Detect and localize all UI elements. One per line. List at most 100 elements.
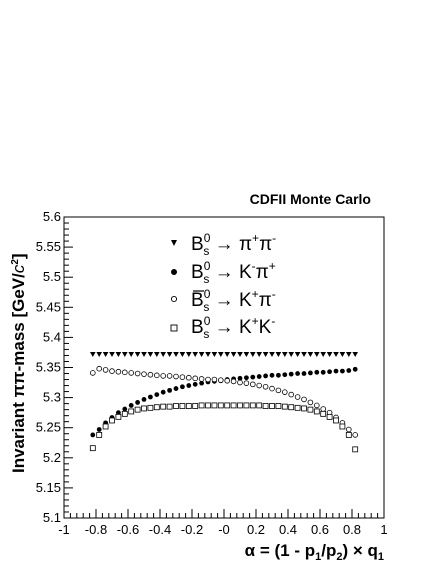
x-tick-label: -0.8 xyxy=(85,522,107,537)
data-point xyxy=(160,403,167,410)
data-point xyxy=(90,432,96,438)
data-point xyxy=(198,352,205,358)
data-point xyxy=(243,352,250,358)
data-point xyxy=(333,417,339,424)
data-point xyxy=(237,379,243,386)
data-point xyxy=(288,352,294,358)
data-point xyxy=(313,408,320,415)
data-point xyxy=(198,402,205,409)
data-point xyxy=(166,403,173,410)
data-point xyxy=(243,380,250,386)
data-point xyxy=(276,372,281,378)
legend-marker-triangle xyxy=(171,240,177,246)
legend-marker-open-circle xyxy=(170,295,178,303)
data-point xyxy=(294,404,301,411)
data-point xyxy=(173,403,179,409)
y-tick-label: 5.3 xyxy=(43,390,61,405)
data-point xyxy=(122,406,128,412)
data-point xyxy=(333,368,339,374)
data-point xyxy=(301,352,307,358)
data-point xyxy=(90,370,96,376)
data-point xyxy=(134,352,141,358)
series-triangle-down xyxy=(90,352,358,358)
data-point xyxy=(211,402,218,409)
data-point xyxy=(320,406,327,412)
data-point xyxy=(313,402,320,409)
data-point xyxy=(269,385,275,392)
data-point xyxy=(109,417,115,424)
data-point xyxy=(96,432,103,438)
series-open-circle xyxy=(90,365,359,438)
data-point xyxy=(352,366,358,372)
data-point xyxy=(256,374,262,379)
data-point xyxy=(154,352,160,358)
data-point xyxy=(135,400,141,405)
data-point xyxy=(301,405,307,412)
data-point xyxy=(256,352,262,358)
data-point xyxy=(96,352,102,358)
data-point xyxy=(179,374,186,380)
data-point xyxy=(186,383,192,388)
data-point xyxy=(275,387,282,394)
data-point xyxy=(281,403,288,410)
data-point xyxy=(192,403,199,409)
data-point xyxy=(307,352,314,358)
data-point xyxy=(211,352,218,358)
data-point xyxy=(141,371,147,377)
data-point xyxy=(218,377,224,383)
data-point xyxy=(186,352,192,358)
data-point xyxy=(186,374,192,381)
data-point xyxy=(308,370,313,376)
data-point xyxy=(345,426,352,433)
data-point xyxy=(326,352,333,358)
x-tick-label: 1 xyxy=(380,522,387,537)
data-point xyxy=(250,352,256,358)
data-point xyxy=(153,404,160,411)
data-point xyxy=(192,381,198,387)
data-point xyxy=(147,371,154,378)
x-tick-label: -0.6 xyxy=(117,522,139,537)
y-tick-label: 5.55 xyxy=(36,239,61,254)
data-point xyxy=(96,427,102,432)
legend-entry-1: B0 s → π+π- xyxy=(191,231,276,258)
data-point xyxy=(256,382,263,389)
legend-marker-filled-circle xyxy=(171,269,177,275)
legend-entry-4: B0 s → K+K- xyxy=(191,314,275,341)
y-axis: 5.1 5.15 5.2 5.25 5.3 5.35 5.4 5.45 5.5 5.55 5.6 xyxy=(36,209,73,525)
data-point xyxy=(230,352,237,358)
data-point xyxy=(282,352,288,358)
data-point xyxy=(243,402,250,409)
data-point xyxy=(102,367,109,373)
data-point xyxy=(185,403,192,409)
data-point xyxy=(237,375,243,381)
data-point xyxy=(282,372,288,378)
data-point xyxy=(346,368,352,373)
x-tick-label: 0.2 xyxy=(247,522,265,537)
data-point xyxy=(128,370,135,376)
data-point xyxy=(179,352,186,358)
legend: B0 s → π+π- B0 s → K-π+ B0 s → K+π- B0 s → K… xyxy=(170,231,276,341)
data-point xyxy=(269,403,275,409)
legend-entry-3: B0 s → K+π- xyxy=(191,287,276,314)
data-point xyxy=(160,389,166,395)
data-point xyxy=(327,369,332,375)
data-point xyxy=(199,380,205,386)
data-point xyxy=(89,445,96,452)
data-point xyxy=(218,352,224,358)
x-tick-label: 0.4 xyxy=(279,522,297,537)
y-tick-label: 5.35 xyxy=(36,360,61,375)
data-point xyxy=(320,352,326,358)
x-tick-label: -0 xyxy=(218,522,230,537)
y-tick-label: 5.1 xyxy=(43,510,61,525)
data-point xyxy=(122,369,128,376)
data-point xyxy=(295,371,300,376)
data-point xyxy=(128,408,135,415)
data-point xyxy=(115,368,122,375)
data-point xyxy=(314,352,320,358)
data-point xyxy=(256,402,263,409)
data-point xyxy=(333,352,339,358)
data-point xyxy=(102,352,109,358)
data-point xyxy=(205,352,211,358)
data-point xyxy=(96,365,102,372)
data-point xyxy=(198,376,205,382)
